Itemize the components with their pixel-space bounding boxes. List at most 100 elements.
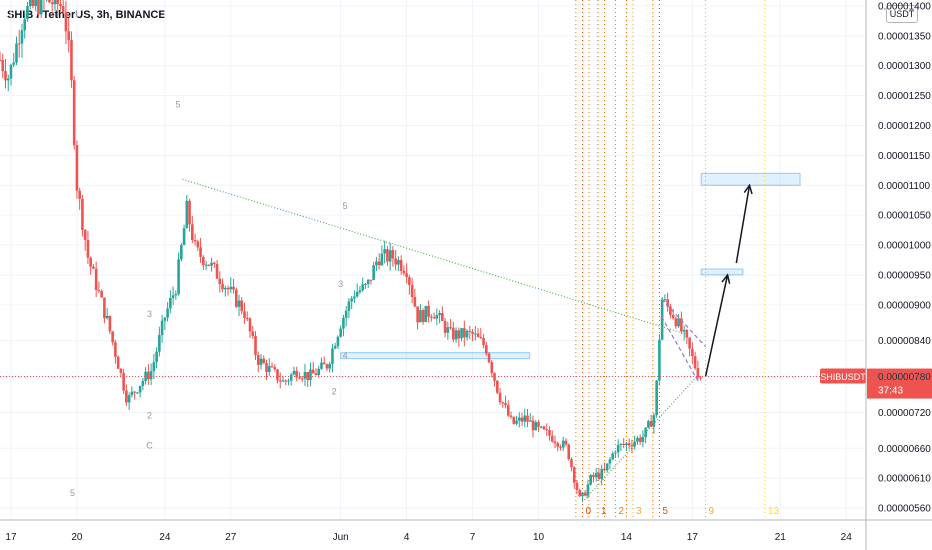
candle-body xyxy=(20,30,24,44)
candle-body xyxy=(15,43,18,63)
candle-body xyxy=(325,364,329,369)
candle-body xyxy=(344,310,348,318)
candle-body xyxy=(306,372,310,381)
candle-body xyxy=(512,416,516,424)
price-axis: 0.00001400 0.00001350 0.00001300 0.00001250… xyxy=(865,0,931,550)
candle-body xyxy=(149,371,153,380)
candle-body xyxy=(278,380,282,382)
fib-time-lines: 0 1 2 3 5 9 13 xyxy=(575,0,779,520)
candle-body xyxy=(581,492,584,497)
arrows xyxy=(704,183,753,377)
candle-body xyxy=(174,294,178,296)
candle-body xyxy=(240,300,244,312)
candle-body xyxy=(578,490,582,497)
candle-body xyxy=(550,435,554,442)
candle-body xyxy=(160,320,164,336)
candle-body xyxy=(383,249,386,254)
candle-body xyxy=(443,321,447,333)
candle-body xyxy=(476,333,480,337)
zone-rectangle xyxy=(700,172,801,186)
candle-body xyxy=(556,443,560,447)
candle-body xyxy=(9,64,13,79)
candle-body xyxy=(122,372,125,391)
candle-body xyxy=(26,6,29,20)
arrow-line xyxy=(704,274,729,377)
candle-body xyxy=(669,306,672,315)
candle-body xyxy=(688,337,691,349)
candle-body xyxy=(309,369,312,381)
candle-body xyxy=(474,333,477,335)
candle-body xyxy=(196,241,200,248)
last-price-countdown: 37:43 xyxy=(878,386,903,397)
fib-time-label: 5 xyxy=(662,506,668,517)
candle-body xyxy=(185,200,189,229)
wave-label: 4 xyxy=(343,351,348,361)
candle-body xyxy=(427,305,430,317)
time-tick-label: 17 xyxy=(687,532,699,543)
candle-body xyxy=(594,473,598,478)
candle-body xyxy=(92,266,95,269)
candle-body xyxy=(256,354,260,365)
candle-body xyxy=(465,330,469,338)
candle-body xyxy=(265,363,268,372)
price-tick-label: 0.00001150 xyxy=(878,151,931,162)
candle-body xyxy=(245,317,249,319)
candles xyxy=(0,0,702,502)
candle-body xyxy=(592,474,595,478)
candle-body xyxy=(377,261,381,266)
last-price-line: SHIBUSDT 0.00000780 37:43 xyxy=(0,368,932,399)
candle-body xyxy=(248,318,252,332)
candle-body xyxy=(37,0,40,15)
wave-label: 5 xyxy=(70,488,75,498)
candle-body xyxy=(1,59,5,72)
candle-body xyxy=(583,492,587,496)
candle-body xyxy=(182,228,186,246)
candle-body xyxy=(39,0,43,15)
candle-body xyxy=(103,297,106,319)
candle-body xyxy=(506,405,510,416)
symbol-tag xyxy=(820,368,866,384)
candle-body xyxy=(64,12,68,32)
candle-body xyxy=(380,253,384,266)
candle-body xyxy=(460,328,463,339)
candle-body xyxy=(180,245,183,260)
candle-body xyxy=(424,305,428,322)
candle-body xyxy=(446,327,450,333)
fib-time-label: 3 xyxy=(636,506,642,517)
candle-body xyxy=(144,371,147,381)
candle-body xyxy=(28,0,32,7)
candle-body xyxy=(660,299,664,340)
candle-body xyxy=(72,80,76,146)
candle-body xyxy=(369,279,373,281)
candle-body xyxy=(303,372,307,379)
candle-body xyxy=(254,336,257,355)
candle-body xyxy=(350,298,353,302)
wave-label: C xyxy=(146,440,153,450)
candle-body xyxy=(317,368,321,376)
candle-body xyxy=(347,301,351,311)
trendlines xyxy=(182,178,706,503)
candle-body xyxy=(147,371,150,380)
candle-body xyxy=(674,318,678,327)
candle-body xyxy=(597,473,601,479)
candle-body xyxy=(553,441,557,444)
wave-label: 2 xyxy=(332,386,337,396)
candle-body xyxy=(479,336,483,339)
candle-body xyxy=(130,391,134,396)
time-axis: 17 20 24 27 Jun 4 7 10 14 17 21 24 xyxy=(0,519,932,543)
candle-body xyxy=(699,377,702,379)
candle-body xyxy=(251,331,255,337)
candle-body xyxy=(375,261,378,266)
candle-body xyxy=(267,366,271,372)
currency-button[interactable]: USDT xyxy=(886,5,918,23)
candle-body xyxy=(649,421,653,427)
candle-body xyxy=(616,444,620,453)
candle-body xyxy=(608,459,612,464)
candle-body xyxy=(48,0,51,3)
candle-body xyxy=(218,278,222,284)
candle-body xyxy=(67,31,70,41)
candle-body xyxy=(402,270,406,274)
candle-body xyxy=(229,286,233,290)
candle-body xyxy=(361,284,364,291)
